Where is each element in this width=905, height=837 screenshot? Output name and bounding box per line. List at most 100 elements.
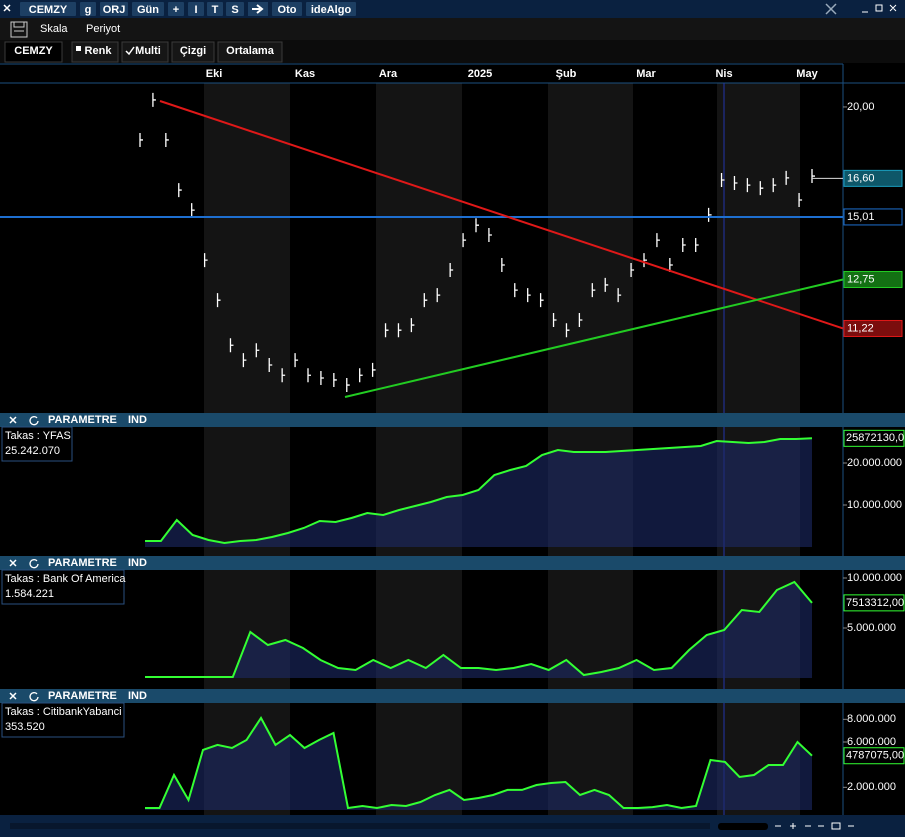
indicator-area (145, 718, 812, 810)
toolbar-button[interactable] (306, 2, 356, 16)
toolbar-button[interactable] (80, 2, 96, 16)
level-label: 16,60 (847, 172, 875, 184)
price-bar (578, 313, 583, 328)
menu-item[interactable]: Skala (40, 23, 68, 35)
price-bar (669, 258, 673, 273)
panel-close-icon[interactable] (9, 416, 17, 424)
price-bar (320, 370, 324, 385)
zoom-controls (775, 822, 854, 830)
level-box (843, 208, 903, 226)
panel-close-icon[interactable] (9, 692, 17, 700)
toolbar-button[interactable] (226, 2, 244, 16)
price-bar (384, 323, 389, 338)
panel-header-label: PARAMETRE (48, 557, 117, 569)
tab[interactable] (4, 41, 63, 63)
price-bar (695, 238, 699, 253)
menu-item[interactable]: Periyot (86, 23, 120, 35)
current-value-label: 4787075,00 (846, 750, 904, 762)
price-bar (682, 238, 686, 253)
toolbar-button-label: I (194, 4, 197, 16)
tab-label: CEMZY (14, 45, 53, 57)
price-bar (733, 176, 738, 191)
panel-refresh-icon[interactable] (29, 416, 39, 426)
toolbar-button[interactable] (100, 2, 128, 16)
panel-header-label: PARAMETRE (48, 690, 117, 702)
month-stripe (376, 83, 462, 815)
toolbar-button-label: Oto (278, 4, 297, 16)
tab[interactable] (217, 41, 283, 63)
price-bar (229, 338, 234, 353)
takas-value: 1.584.221 (5, 588, 54, 600)
price-bar (617, 288, 622, 303)
indicator-line (145, 716, 813, 810)
toolbar-button-label: + (173, 4, 179, 16)
level-box (843, 270, 903, 288)
current-value-label: 25872130,0 (846, 432, 904, 444)
indicator-line (145, 437, 813, 545)
price-bar (759, 181, 764, 196)
takas-label: Takas : Bank Of America (5, 573, 126, 585)
price-bar (798, 192, 803, 207)
current-value-box (843, 429, 905, 447)
toolbar-button[interactable] (132, 2, 164, 16)
panel-refresh-icon[interactable] (29, 692, 39, 702)
y-tick-label: 2.000.000 (847, 781, 896, 793)
y-tick-label: 5.000.000 (847, 622, 896, 634)
renk-square (76, 46, 81, 51)
level-label: 12,75 (847, 273, 875, 285)
tab-label: Multi (135, 45, 161, 57)
save-icon (10, 21, 28, 38)
price-bar (346, 378, 350, 393)
panel-refresh-icon[interactable] (29, 559, 39, 569)
toolbar-button[interactable] (188, 2, 204, 16)
month-axis (0, 63, 905, 83)
scrollbar-track (10, 823, 710, 829)
price-bar (203, 253, 208, 268)
price-bar (488, 227, 492, 242)
tab[interactable] (71, 41, 119, 63)
price-bar (643, 253, 647, 268)
price-bar (268, 358, 273, 373)
toolbar-button[interactable] (20, 2, 76, 16)
price-bar (152, 92, 156, 107)
price-bar (294, 353, 299, 368)
month-label: Ara (379, 68, 398, 80)
price-bar (333, 372, 337, 387)
panel-header-label: IND (128, 690, 147, 702)
toolbar-button[interactable] (207, 2, 223, 16)
toolbar-button[interactable] (272, 2, 302, 16)
price-bar (552, 313, 557, 328)
toolbar-button-label: CEMZY (29, 4, 68, 16)
toolbar-button-label: S (231, 4, 238, 16)
month-label: Eki (206, 68, 223, 80)
price-bar (139, 132, 143, 147)
indicator-line (145, 580, 813, 678)
current-value-box (843, 594, 905, 612)
toolbar-button[interactable] (168, 2, 184, 16)
check-icon (125, 46, 135, 56)
price-bar (656, 233, 660, 248)
price-bar (501, 258, 505, 273)
level-label: 11,22 (847, 322, 874, 334)
takas-value: 25.242.070 (5, 445, 60, 457)
price-bar (565, 323, 570, 338)
price-bar (216, 293, 221, 308)
month-label: Mar (636, 68, 656, 80)
current-value-box (843, 747, 905, 765)
price-bar (475, 218, 479, 233)
level-label: 15,01 (847, 211, 875, 223)
panel-header-label: IND (128, 414, 147, 426)
logo-x (825, 3, 837, 15)
panel-header (0, 556, 905, 570)
scrollbar-thumb[interactable] (718, 823, 768, 830)
tab-label: Ortalama (226, 45, 275, 57)
panel-close-icon[interactable] (9, 559, 17, 567)
price-bar (591, 283, 596, 298)
toolbar-button-label: ideAlgo (311, 4, 352, 16)
takas-box (1, 569, 125, 605)
y-tick-label: 8.000.000 (847, 713, 896, 725)
price-bar (281, 368, 286, 383)
tab[interactable] (171, 41, 215, 63)
price-bar (178, 183, 182, 198)
window-controls (862, 4, 897, 13)
